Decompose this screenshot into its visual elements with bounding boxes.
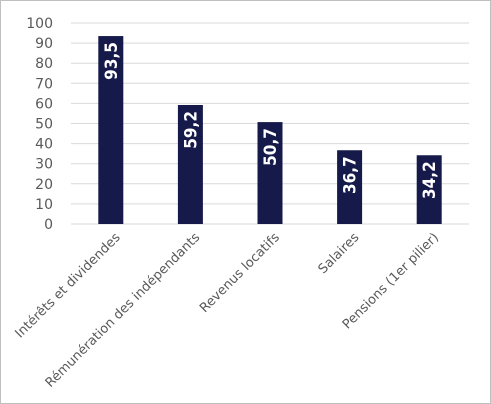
data-label: 59,2	[181, 111, 201, 149]
data-label: 93,5	[102, 42, 122, 80]
y-tick-label: 10	[35, 197, 53, 213]
data-label: 50,7	[261, 128, 281, 166]
category-label: Salaires	[316, 230, 363, 277]
bar	[337, 150, 363, 224]
y-tick-label: 70	[35, 76, 53, 92]
y-tick-label: 80	[35, 56, 53, 72]
category-label: Rémunération des indépendants	[43, 230, 204, 391]
y-tick-label: 60	[35, 96, 53, 112]
y-tick-label: 100	[26, 16, 53, 32]
category-label: Revenus locatifs	[197, 230, 283, 316]
y-tick-label: 20	[35, 177, 53, 193]
y-tick-label: 50	[35, 117, 53, 133]
bar	[257, 122, 283, 224]
data-labels: 93,5 59,2 50,7 36,7 34,2	[102, 42, 440, 199]
y-axis-ticks: 0 10 20 30 40 50 60 70 80 90 100	[26, 16, 53, 233]
data-label: 36,7	[341, 156, 361, 194]
bar	[177, 105, 203, 224]
bar	[416, 155, 442, 224]
y-tick-label: 40	[35, 137, 53, 153]
y-tick-label: 0	[44, 217, 53, 233]
bars	[98, 36, 442, 224]
y-tick-label: 30	[35, 157, 53, 173]
bar	[98, 36, 124, 224]
y-tick-label: 90	[35, 36, 53, 52]
data-label: 34,2	[420, 161, 440, 199]
